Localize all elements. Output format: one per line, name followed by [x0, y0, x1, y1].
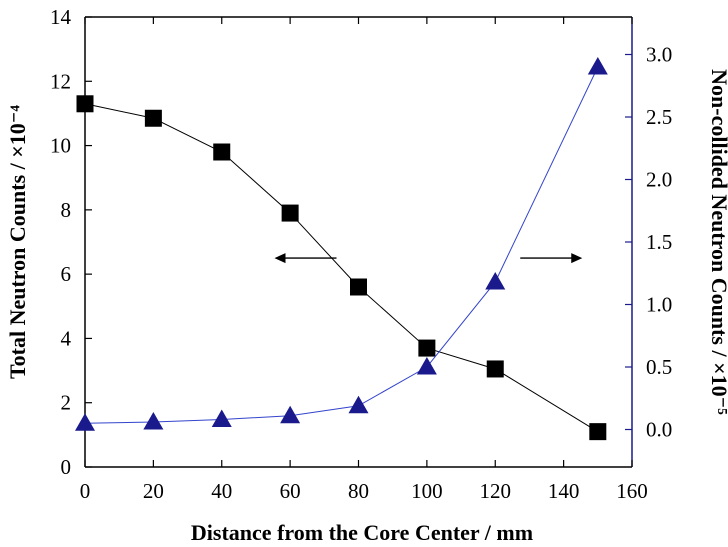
series-line-non-collided — [84, 66, 599, 424]
annotation-arrows — [274, 253, 583, 264]
series-line-total — [84, 103, 599, 433]
data-point-square — [213, 143, 231, 161]
data-point-square — [350, 278, 367, 296]
arrow-right-icon — [571, 253, 583, 264]
x-tick-label: 100 — [411, 479, 443, 503]
x-tick-label: 80 — [348, 479, 369, 503]
y-axis-left-title: Total Neutron Counts / ×10⁻⁴ — [5, 105, 30, 379]
y-left-tick-label: 4 — [61, 326, 72, 350]
data-point-square — [144, 109, 162, 127]
y-right-tick-label: 2.5 — [646, 105, 672, 129]
y-right-tick-label: 1.0 — [646, 293, 672, 317]
y-left-tick-label: 0 — [61, 455, 72, 479]
y-right-tick-label: 1.5 — [646, 230, 672, 254]
ticks: 0 20 40 60 80 100 120 140 160 0 2 4 6 8 10 12 14 0.0 0.5 1.… — [50, 5, 672, 503]
data-point-triangle — [143, 412, 164, 430]
y-right-tick-label: 2.0 — [646, 168, 672, 192]
x-tick-label: 120 — [480, 479, 512, 503]
data-point-square — [486, 360, 504, 378]
x-axis-title: Distance from the Core Center / mm — [191, 520, 533, 545]
y-left-tick-label: 6 — [61, 262, 72, 286]
data-point-triangle — [348, 395, 369, 414]
x-tick-label: 60 — [280, 479, 301, 503]
arrow-left-icon — [274, 253, 286, 264]
x-tick-label: 40 — [211, 479, 232, 503]
y-left-tick-label: 10 — [50, 134, 71, 158]
y-left-tick-label: 2 — [61, 391, 72, 415]
data-point-triangle — [211, 409, 232, 427]
x-tick-label: 140 — [548, 479, 580, 503]
data-point-triangle — [75, 413, 95, 431]
data-point-square — [418, 339, 436, 357]
series-total-neutron-counts — [76, 95, 607, 441]
data-point-square — [589, 423, 607, 441]
series-non-collided-neutron-counts — [75, 57, 608, 431]
data-point-triangle — [416, 357, 437, 375]
data-point-triangle — [485, 272, 506, 290]
y-right-tick-label: 0.5 — [646, 355, 672, 379]
data-point-square — [76, 95, 94, 113]
y-left-tick-label: 8 — [61, 198, 72, 222]
y-left-tick-label: 12 — [50, 69, 71, 93]
x-tick-label: 20 — [143, 479, 164, 503]
y-right-tick-label: 3.0 — [646, 43, 672, 67]
y-axis-right-title: Non-collided Neutron Counts / ×10⁻⁵ — [707, 69, 728, 415]
y-left-tick-label: 14 — [50, 5, 72, 29]
data-point-triangle — [280, 405, 301, 424]
y-right-tick-label: 0.0 — [646, 418, 672, 442]
x-tick-label: 0 — [80, 479, 91, 503]
data-point-square — [281, 204, 299, 222]
data-point-triangle — [587, 57, 608, 75]
x-tick-label: 160 — [616, 479, 648, 503]
